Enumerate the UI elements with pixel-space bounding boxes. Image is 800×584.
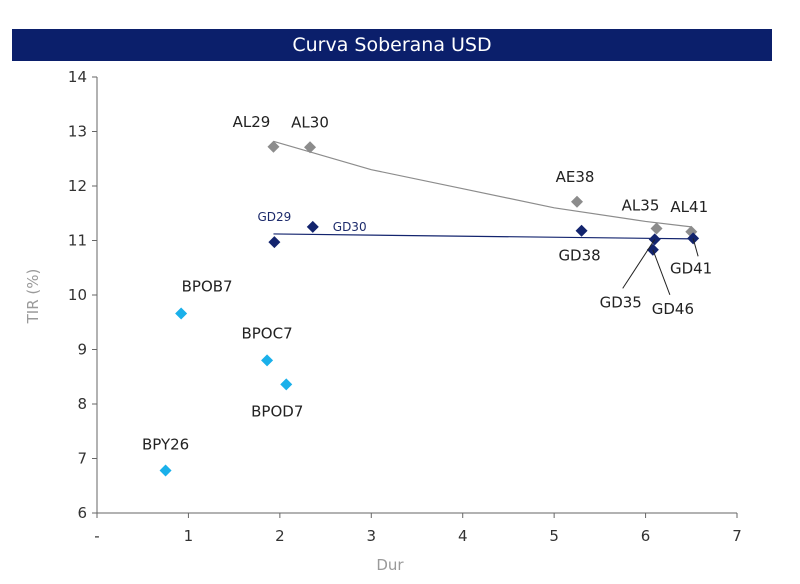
point-bpob7 bbox=[175, 307, 188, 320]
x-tick-label: 4 bbox=[458, 527, 468, 545]
point-al30 bbox=[304, 141, 317, 154]
y-tick-label: 6 bbox=[77, 504, 87, 522]
leader-gd46 bbox=[652, 249, 671, 295]
x-tick-label: 1 bbox=[184, 527, 194, 545]
label-al41: AL41 bbox=[670, 198, 708, 216]
y-axis-title: TIR (%) bbox=[24, 269, 42, 325]
y-tick-label: 13 bbox=[68, 123, 87, 141]
x-tick-label: 3 bbox=[367, 527, 377, 545]
label-gd35: GD35 bbox=[600, 293, 642, 311]
x-tick-label: 5 bbox=[549, 527, 559, 545]
AL-trend bbox=[273, 140, 692, 228]
point-al29 bbox=[267, 140, 280, 153]
label-al29: AL29 bbox=[233, 113, 271, 131]
trendlines bbox=[273, 140, 694, 240]
point-ae38 bbox=[571, 195, 583, 208]
label-gd41: GD41 bbox=[670, 259, 712, 277]
point-bpoc7 bbox=[261, 354, 274, 367]
y-tick-label: 12 bbox=[68, 177, 87, 195]
label-bpob7: BPOB7 bbox=[182, 278, 233, 296]
y-tick-label: 11 bbox=[68, 232, 87, 250]
y-tick-label: 8 bbox=[77, 395, 87, 413]
x-tick-label: - bbox=[94, 527, 99, 545]
point-bpy26 bbox=[159, 464, 172, 477]
y-tick-label: 7 bbox=[77, 450, 87, 468]
label-al30: AL30 bbox=[291, 113, 329, 131]
label-bpod7: BPOD7 bbox=[251, 402, 303, 420]
point-gd29 bbox=[268, 236, 281, 249]
x-tick-label: 6 bbox=[641, 527, 651, 545]
label-ae38: AE38 bbox=[556, 168, 595, 186]
label-gd46: GD46 bbox=[652, 300, 694, 318]
label-bpoc7: BPOC7 bbox=[241, 324, 292, 342]
chart-title: Curva Soberana USD bbox=[12, 29, 772, 61]
point-bpod7 bbox=[280, 378, 293, 391]
point-gd30 bbox=[306, 220, 319, 233]
leader-gd35 bbox=[622, 239, 656, 289]
y-tick-label: 9 bbox=[77, 341, 87, 359]
x-axis-title: Dur bbox=[376, 556, 404, 574]
label-bpy26: BPY26 bbox=[142, 435, 189, 453]
point-al35 bbox=[650, 222, 663, 235]
data-points bbox=[159, 140, 700, 477]
x-tick-label: 7 bbox=[732, 527, 742, 545]
y-tick-label: 10 bbox=[68, 286, 87, 304]
label-gd30: GD30 bbox=[333, 220, 367, 234]
x-tick-label: 2 bbox=[275, 527, 285, 545]
leader-gd41 bbox=[692, 238, 699, 257]
label-gd29: GD29 bbox=[257, 210, 291, 224]
label-al35: AL35 bbox=[622, 197, 660, 215]
GD-trend bbox=[273, 233, 694, 240]
point-gd38 bbox=[575, 224, 588, 237]
point-labels: AL29 AL30 AE38 AL35 AL41 GD29 GD30 GD38 GD35 GD46… bbox=[142, 113, 712, 454]
y-tick-label: 14 bbox=[68, 68, 87, 86]
label-gd38: GD38 bbox=[558, 247, 600, 265]
